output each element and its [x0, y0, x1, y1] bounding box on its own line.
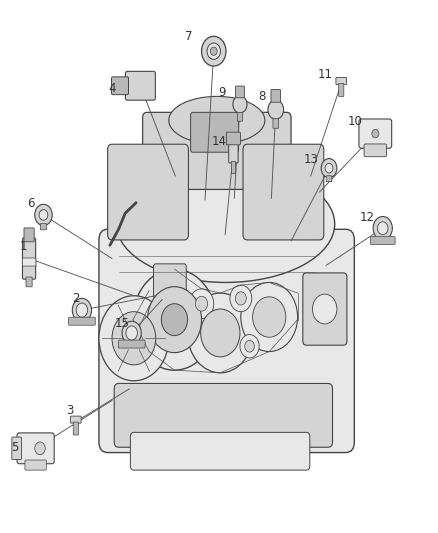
Circle shape — [378, 222, 388, 235]
Text: 9: 9 — [219, 86, 226, 99]
Circle shape — [245, 341, 254, 352]
FancyBboxPatch shape — [229, 141, 238, 163]
Circle shape — [207, 43, 220, 59]
FancyBboxPatch shape — [12, 437, 21, 459]
Circle shape — [253, 297, 286, 337]
Text: 13: 13 — [303, 152, 318, 166]
Circle shape — [161, 304, 187, 336]
Text: 2: 2 — [72, 292, 80, 305]
FancyBboxPatch shape — [22, 258, 36, 266]
FancyBboxPatch shape — [73, 422, 78, 435]
FancyBboxPatch shape — [125, 71, 155, 100]
Circle shape — [189, 289, 214, 319]
Circle shape — [233, 96, 247, 113]
Circle shape — [321, 159, 337, 177]
FancyBboxPatch shape — [231, 161, 235, 174]
Circle shape — [122, 321, 141, 345]
Circle shape — [325, 164, 333, 173]
FancyBboxPatch shape — [326, 176, 332, 182]
Circle shape — [312, 294, 337, 324]
FancyBboxPatch shape — [236, 86, 244, 98]
Circle shape — [72, 298, 92, 322]
FancyBboxPatch shape — [273, 119, 279, 128]
Circle shape — [35, 442, 45, 455]
Ellipse shape — [117, 165, 335, 282]
Text: 14: 14 — [212, 135, 226, 148]
Circle shape — [76, 303, 88, 317]
Circle shape — [195, 296, 208, 311]
Text: 8: 8 — [258, 90, 265, 103]
FancyBboxPatch shape — [108, 144, 188, 240]
FancyBboxPatch shape — [22, 238, 35, 279]
FancyBboxPatch shape — [24, 228, 34, 242]
Text: 7: 7 — [185, 30, 192, 43]
FancyBboxPatch shape — [336, 77, 346, 84]
FancyBboxPatch shape — [359, 119, 392, 148]
FancyBboxPatch shape — [131, 432, 310, 470]
Circle shape — [126, 326, 138, 340]
Circle shape — [187, 293, 253, 373]
Text: 12: 12 — [360, 211, 375, 224]
Text: 15: 15 — [115, 317, 130, 330]
FancyBboxPatch shape — [364, 144, 387, 157]
FancyBboxPatch shape — [114, 383, 332, 447]
Circle shape — [201, 309, 240, 357]
FancyBboxPatch shape — [237, 112, 243, 121]
Circle shape — [268, 100, 284, 119]
FancyBboxPatch shape — [118, 340, 145, 348]
Text: 11: 11 — [318, 68, 333, 80]
FancyBboxPatch shape — [112, 77, 128, 95]
Circle shape — [99, 296, 169, 381]
Text: 6: 6 — [27, 197, 34, 211]
Text: 5: 5 — [11, 441, 18, 454]
Circle shape — [240, 335, 259, 358]
Circle shape — [210, 47, 217, 55]
Circle shape — [230, 285, 252, 312]
Circle shape — [35, 204, 52, 225]
Circle shape — [39, 209, 48, 220]
FancyBboxPatch shape — [339, 83, 344, 96]
FancyBboxPatch shape — [26, 277, 32, 287]
Text: 1: 1 — [20, 240, 27, 253]
Circle shape — [201, 36, 226, 66]
Ellipse shape — [169, 96, 265, 144]
Text: 4: 4 — [109, 82, 116, 95]
Circle shape — [372, 130, 379, 138]
Circle shape — [148, 287, 201, 353]
FancyBboxPatch shape — [143, 112, 291, 189]
FancyBboxPatch shape — [226, 132, 240, 145]
FancyBboxPatch shape — [303, 273, 347, 345]
Text: 10: 10 — [348, 116, 363, 128]
Text: 3: 3 — [66, 403, 74, 416]
FancyBboxPatch shape — [271, 90, 281, 102]
Circle shape — [235, 292, 246, 305]
Circle shape — [241, 282, 297, 352]
Circle shape — [133, 269, 216, 370]
FancyBboxPatch shape — [243, 144, 324, 240]
FancyBboxPatch shape — [68, 317, 95, 325]
FancyBboxPatch shape — [153, 264, 186, 298]
FancyBboxPatch shape — [191, 112, 239, 152]
Circle shape — [373, 216, 392, 240]
FancyBboxPatch shape — [371, 237, 395, 245]
FancyBboxPatch shape — [17, 433, 54, 464]
FancyBboxPatch shape — [99, 229, 354, 453]
FancyBboxPatch shape — [71, 416, 81, 423]
FancyBboxPatch shape — [40, 223, 46, 230]
FancyBboxPatch shape — [25, 460, 46, 470]
Circle shape — [112, 312, 155, 365]
